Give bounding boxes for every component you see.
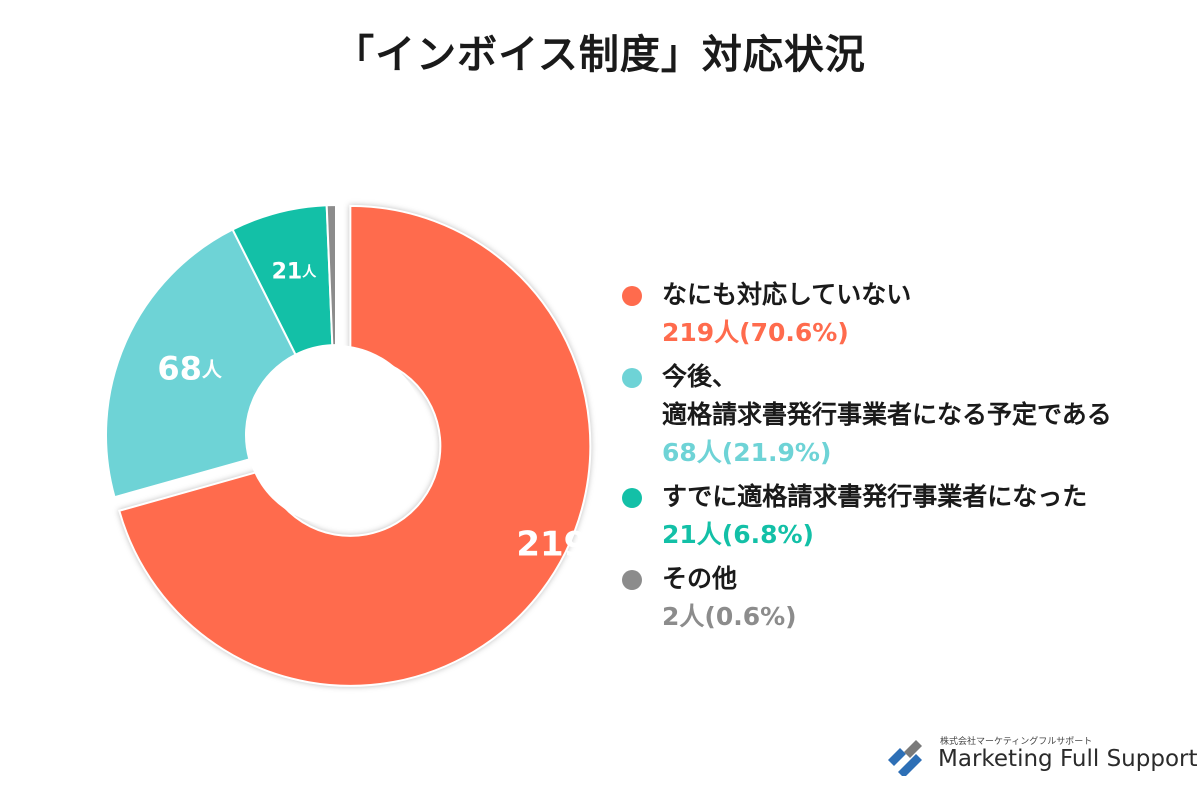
legend-item-3: その他 2人(0.6%) (622, 560, 1182, 636)
company-logo: 株式会社マーケティングフルサポート Marketing Full Support (884, 730, 1198, 780)
pie-slice-0 (118, 204, 592, 687)
chart-title: 「インボイス制度」対応状況 (334, 32, 866, 78)
legend-swatch-3 (622, 570, 642, 590)
slice-data-label-2: 21人 (272, 259, 318, 284)
chart-legend: なにも対応していない 219人(70.6%) 今後、 適格請求書発行事業者になる予定で… (622, 276, 1182, 642)
legend-label-0: なにも対応していない (662, 280, 912, 309)
donut-hole (246, 345, 426, 525)
legend-label-1: 今後、 適格請求書発行事業者になる予定である (662, 362, 1112, 429)
legend-value-3: 2人(0.6%) (662, 602, 797, 631)
logo-mark-icon (888, 740, 922, 776)
legend-label-3: その他 (662, 564, 738, 593)
legend-label-2: すでに適格請求書発行事業者になった (662, 482, 1088, 511)
legend-swatch-2 (622, 488, 642, 508)
pie-slice-1 (105, 228, 297, 499)
legend-item-2: すでに適格請求書発行事業者になった 21人(6.8%) (622, 478, 1182, 554)
legend-swatch-0 (622, 286, 642, 306)
logo-company-text: 株式会社マーケティングフルサポート (940, 737, 1093, 747)
legend-item-1: 今後、 適格請求書発行事業者になる予定である 68人(21.9%) (622, 358, 1182, 472)
legend-value-2: 21人(6.8%) (662, 520, 814, 549)
donut-chart: 219人 68人 21人 (105, 203, 608, 687)
logo-name-text: Marketing Full Support (938, 746, 1198, 772)
slice-data-label-0: 219人 (516, 524, 608, 564)
legend-swatch-1 (622, 368, 642, 388)
slice-data-label-1: 68人 (157, 349, 223, 387)
legend-item-0: なにも対応していない 219人(70.6%) (622, 276, 1182, 352)
legend-value-0: 219人(70.6%) (662, 318, 849, 347)
legend-value-1: 68人(21.9%) (662, 438, 832, 467)
